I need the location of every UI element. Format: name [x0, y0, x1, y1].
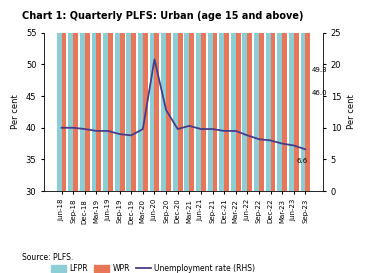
Bar: [85, 0, 90, 191]
Bar: [201, 0, 206, 191]
Bar: [173, 0, 178, 191]
Bar: [208, 0, 212, 191]
Bar: [254, 0, 259, 191]
Bar: [294, 0, 299, 191]
Bar: [247, 0, 252, 191]
Bar: [57, 0, 62, 191]
Bar: [91, 0, 97, 191]
Bar: [126, 0, 131, 191]
Bar: [219, 0, 224, 191]
Y-axis label: Per cent: Per cent: [347, 94, 356, 129]
Bar: [231, 0, 236, 191]
Bar: [143, 0, 148, 191]
Bar: [80, 0, 85, 191]
Bar: [259, 0, 264, 191]
Y-axis label: Per cent: Per cent: [11, 94, 20, 129]
Bar: [282, 0, 287, 191]
Bar: [97, 0, 101, 191]
Bar: [224, 0, 229, 191]
Text: Source: PLFS.: Source: PLFS.: [22, 253, 73, 262]
Text: 6.6: 6.6: [296, 158, 308, 164]
Text: 49.3: 49.3: [312, 67, 327, 73]
Bar: [131, 0, 136, 191]
Legend: LFPR, WPR, Unemployment rate (RHS): LFPR, WPR, Unemployment rate (RHS): [48, 262, 258, 273]
Bar: [189, 0, 194, 191]
Bar: [178, 0, 182, 191]
Bar: [270, 0, 276, 191]
Bar: [115, 0, 120, 191]
Bar: [103, 0, 108, 191]
Bar: [108, 0, 113, 191]
Bar: [138, 0, 143, 191]
Bar: [166, 0, 171, 191]
Bar: [185, 0, 189, 191]
Bar: [243, 0, 247, 191]
Bar: [150, 0, 155, 191]
Bar: [73, 0, 78, 191]
Bar: [236, 0, 241, 191]
Bar: [161, 0, 166, 191]
Bar: [289, 0, 294, 191]
Bar: [196, 0, 201, 191]
Bar: [277, 0, 282, 191]
Bar: [68, 0, 73, 191]
Bar: [155, 0, 159, 191]
Bar: [62, 0, 66, 191]
Bar: [305, 0, 310, 191]
Bar: [301, 0, 305, 191]
Text: Chart 1: Quarterly PLFS: Urban (age 15 and above): Chart 1: Quarterly PLFS: Urban (age 15 a…: [22, 11, 304, 21]
Bar: [120, 0, 124, 191]
Text: 46.0: 46.0: [312, 90, 327, 96]
Bar: [266, 0, 270, 191]
Bar: [212, 0, 217, 191]
